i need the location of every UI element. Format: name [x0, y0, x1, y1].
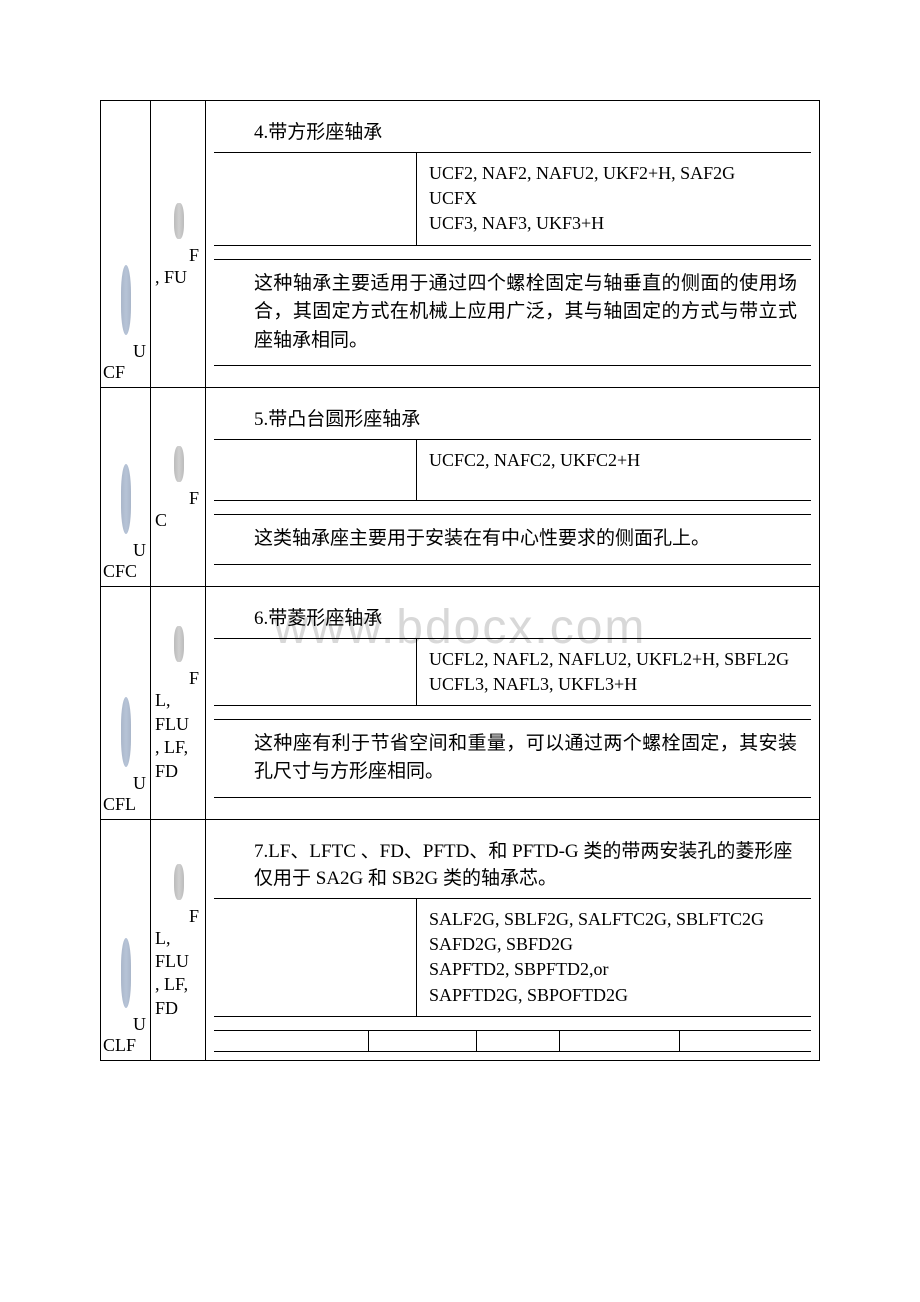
codes-image-placeholder: [214, 153, 417, 245]
left-label-bottom: CLF: [103, 1035, 148, 1056]
codes-row: SALF2G, SBLF2G, SALFTC2G, SBLFTC2G SAFD2…: [214, 899, 811, 1017]
section-title: 6.带菱形座轴承: [214, 595, 811, 639]
codes-image-placeholder: [214, 639, 417, 705]
left-label-cell: UCF: [101, 101, 151, 388]
mid-label-bottom: L, FLU , LF, FD: [155, 927, 189, 1021]
left-label-top: U: [103, 773, 148, 794]
bearing-shape-icon: [121, 697, 131, 767]
spacer: [214, 365, 811, 379]
bearing-shape-icon: [121, 938, 131, 1008]
bearing-housing-icon: [174, 446, 184, 482]
bearing-shape-icon: [121, 464, 131, 534]
left-label-top: U: [103, 1014, 148, 1035]
left-label-bottom: CFC: [103, 561, 148, 582]
spacer: [214, 501, 811, 515]
mid-label-top: F: [155, 245, 203, 266]
spacer: [214, 1017, 811, 1031]
mid-label-bottom: , FU: [155, 266, 187, 289]
left-label-cell: UCLF: [101, 819, 151, 1060]
content-cell: 4.带方形座轴承UCF2, NAF2, NAFU2, UKF2+H, SAF2G…: [206, 101, 820, 388]
left-label-cell: UCFL: [101, 586, 151, 819]
content-cell: 6.带菱形座轴承UCFL2, NAFL2, NAFLU2, UKFL2+H, S…: [206, 586, 820, 819]
multi-column-spacer: [214, 1031, 811, 1052]
product-codes: UCFL2, NAFL2, NAFLU2, UKFL2+H, SBFL2G UC…: [417, 639, 811, 705]
content-cell: 7.LF、LFTC 、FD、PFTD、和 PFTD-G 类的带两安装孔的菱形座仅…: [206, 819, 820, 1060]
spacer: [214, 564, 811, 578]
section-description: 这类轴承座主要用于安装在有中心性要求的侧面孔上。: [214, 515, 811, 564]
mid-label-cell: FL, FLU , LF, FD: [151, 819, 206, 1060]
section-title: 5.带凸台圆形座轴承: [214, 396, 811, 440]
left-label-top: U: [103, 341, 148, 362]
product-codes: UCFC2, NAFC2, UKFC2+H: [417, 440, 811, 500]
codes-image-placeholder: [214, 899, 417, 1016]
section-title: 4.带方形座轴承: [214, 109, 811, 153]
codes-row: UCFC2, NAFC2, UKFC2+H: [214, 440, 811, 501]
codes-image-placeholder: [214, 440, 417, 500]
bearing-types-table: UCFF, FU4.带方形座轴承UCF2, NAF2, NAFU2, UKF2+…: [100, 100, 820, 1061]
bearing-housing-icon: [174, 203, 184, 239]
codes-row: UCFL2, NAFL2, NAFLU2, UKFL2+H, SBFL2G UC…: [214, 639, 811, 706]
spacer: [214, 706, 811, 720]
left-label-bottom: CF: [103, 362, 148, 383]
section-title: 7.LF、LFTC 、FD、PFTD、和 PFTD-G 类的带两安装孔的菱形座仅…: [214, 828, 811, 899]
mid-label-cell: FL, FLU , LF, FD: [151, 586, 206, 819]
bearing-shape-icon: [121, 265, 131, 335]
product-codes: UCF2, NAF2, NAFU2, UKF2+H, SAF2G UCFX UC…: [417, 153, 811, 245]
left-label-cell: UCFC: [101, 388, 151, 587]
section-description: 这种轴承主要适用于通过四个螺栓固定与轴垂直的侧面的使用场合，其固定方式在机械上应…: [214, 260, 811, 366]
mid-label-cell: FC: [151, 388, 206, 587]
section-description: 这种座有利于节省空间和重量，可以通过两个螺栓固定，其安装孔尺寸与方形座相同。: [214, 720, 811, 797]
codes-row: UCF2, NAF2, NAFU2, UKF2+H, SAF2G UCFX UC…: [214, 153, 811, 246]
mid-label-bottom: L, FLU , LF, FD: [155, 689, 189, 783]
content-cell: 5.带凸台圆形座轴承UCFC2, NAFC2, UKFC2+H 这类轴承座主要用于…: [206, 388, 820, 587]
product-codes: SALF2G, SBLF2G, SALFTC2G, SBLFTC2G SAFD2…: [417, 899, 811, 1016]
mid-label-top: F: [155, 906, 203, 927]
left-label-top: U: [103, 540, 148, 561]
left-label-bottom: CFL: [103, 794, 148, 815]
spacer: [214, 797, 811, 811]
spacer: [214, 246, 811, 260]
mid-label-top: F: [155, 488, 203, 509]
bearing-housing-icon: [174, 626, 184, 662]
bearing-housing-icon: [174, 864, 184, 900]
mid-label-bottom: C: [155, 509, 167, 532]
mid-label-cell: F, FU: [151, 101, 206, 388]
mid-label-top: F: [155, 668, 203, 689]
